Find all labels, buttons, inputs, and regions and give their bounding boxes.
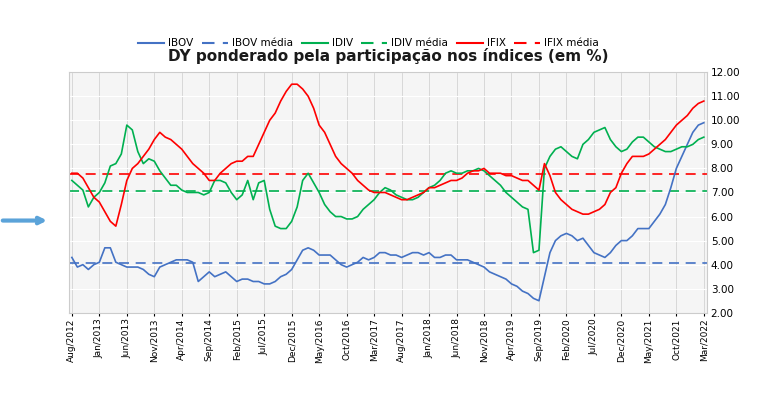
Legend: IBOV, IBOV média, IDIV, IDIV média, IFIX, IFIX média: IBOV, IBOV média, IDIV, IDIV média, IFIX…	[134, 34, 604, 53]
Text: ESTUDO EXCLUSIVO: ESTUDO EXCLUSIVO	[20, 194, 30, 303]
Title: DY ponderado pela participação nos índices (em %): DY ponderado pela participação nos índic…	[167, 48, 608, 64]
